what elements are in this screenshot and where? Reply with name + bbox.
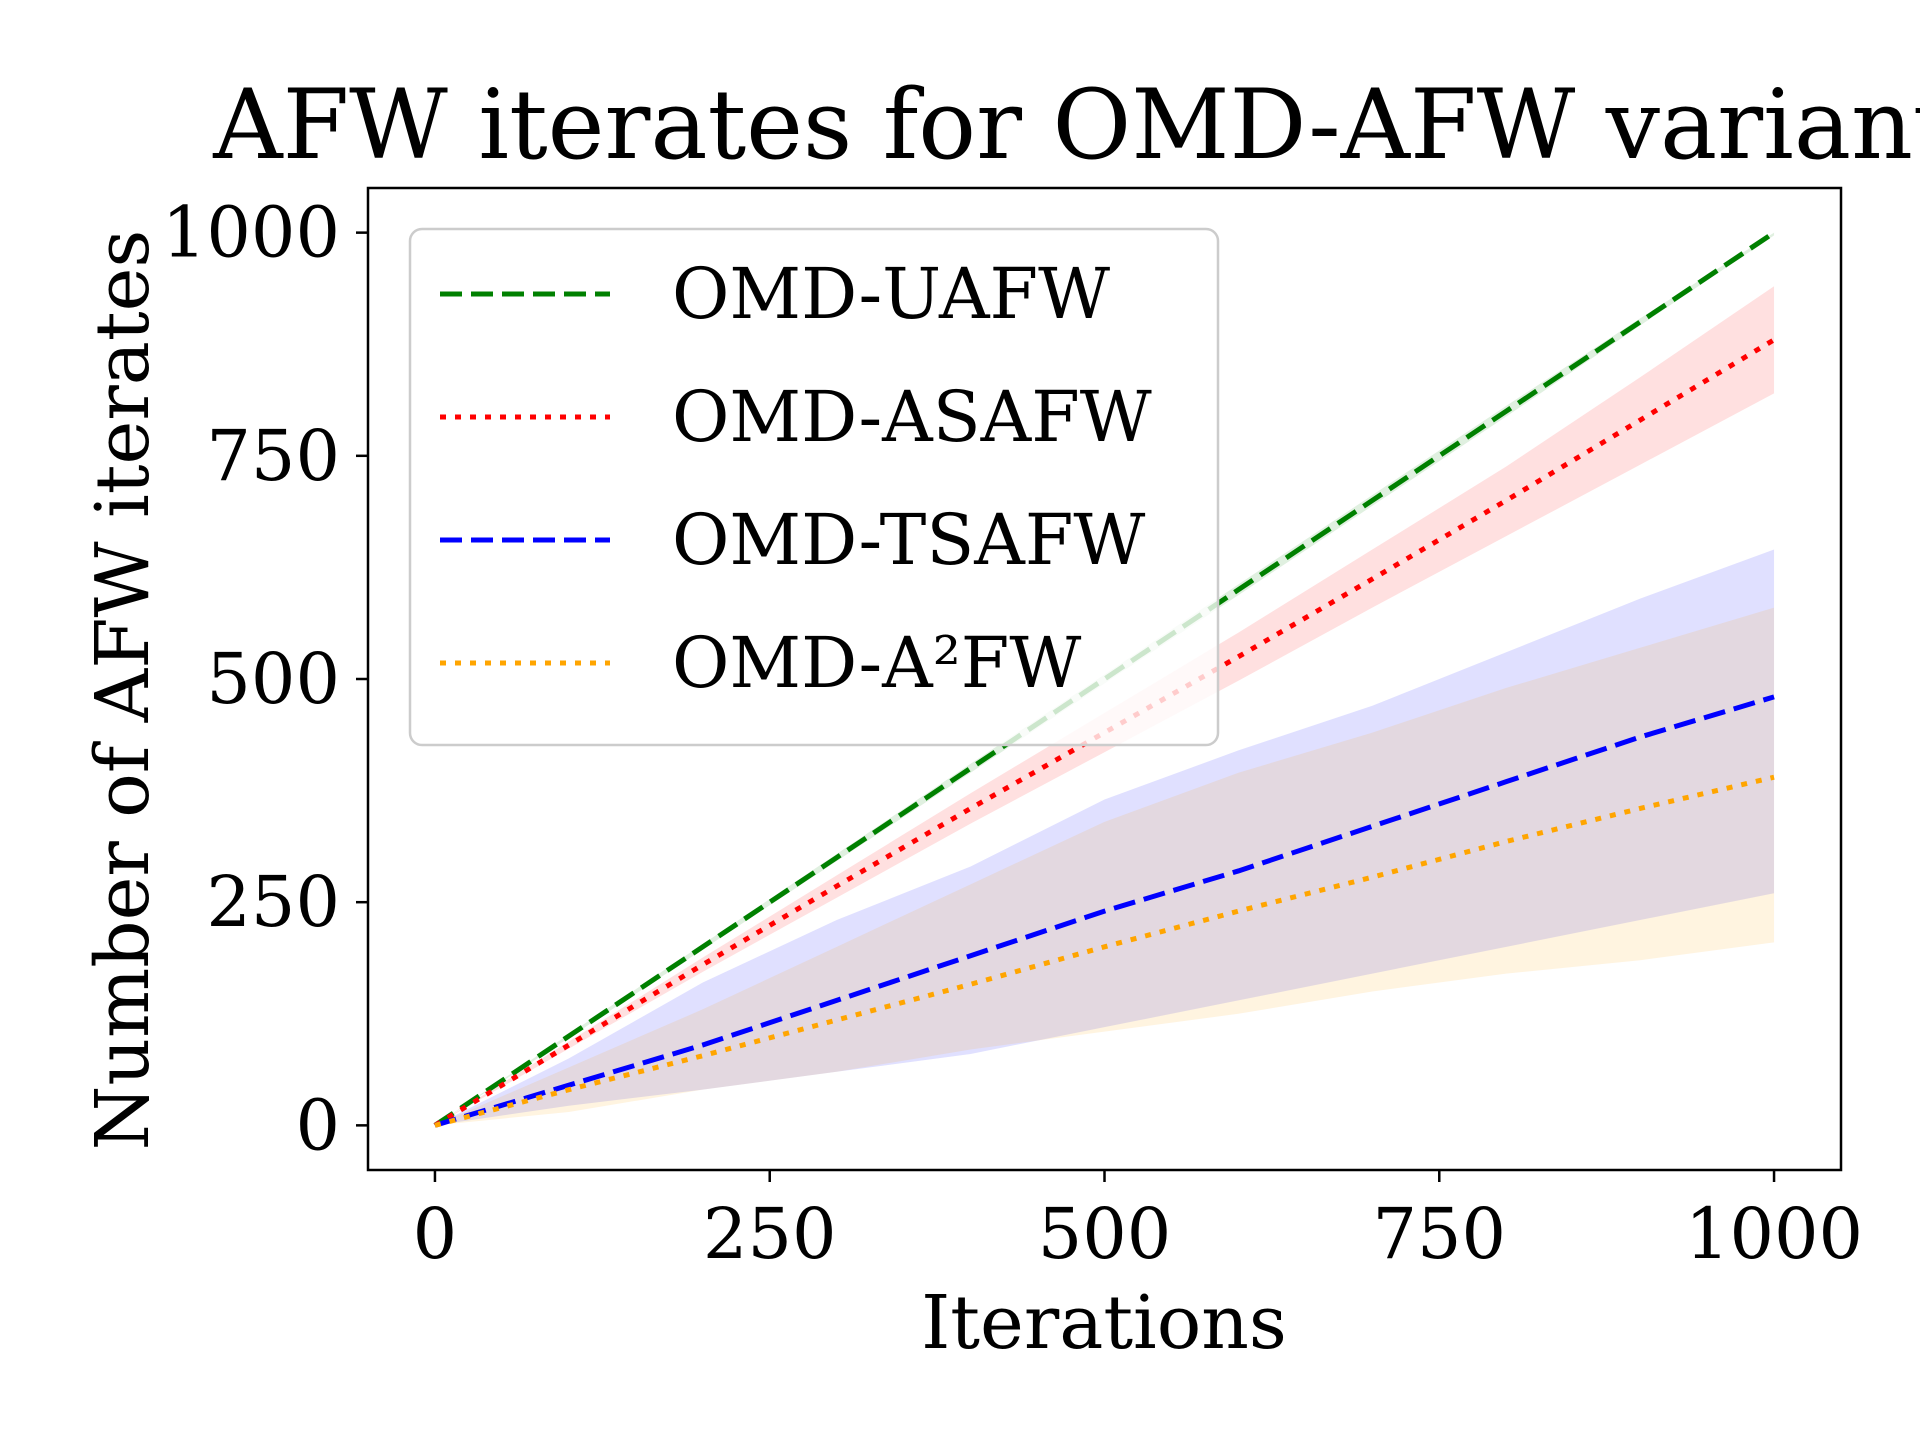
legend-box [408, 227, 1220, 747]
series-band-2 [434, 549, 1775, 1126]
series-lines [433, 230, 1776, 1128]
y-tick-label: 750 [206, 415, 340, 497]
y-axis-ticks: 0 250 500 750 1000 [162, 192, 368, 1166]
x-tick-label: 250 [703, 1193, 837, 1275]
y-axis-label: Number of AFW iterates [80, 230, 166, 1151]
series-line-0 [433, 230, 1776, 1128]
x-axis-ticks: 0 250 500 750 1000 [413, 1170, 1863, 1275]
legend-label: OMD-UAFW [672, 253, 1110, 335]
series-band-1 [434, 286, 1775, 1126]
series-line-2 [434, 694, 1775, 1128]
x-tick-label: 500 [1038, 1193, 1172, 1275]
legend-label: OMD-TSAFW [672, 499, 1145, 581]
series-line-3 [434, 774, 1775, 1128]
chart-title: AFW iterates for OMD-AFW variants [212, 69, 1920, 181]
legend-label: OMD-A²FW [672, 622, 1081, 704]
x-tick-label: 1000 [1685, 1193, 1863, 1275]
series-band-3 [434, 607, 1775, 1126]
x-tick-label: 750 [1372, 1193, 1506, 1275]
legend: OMD-UAFW OMD-ASAFW OMD-TSAFW OMD-A²FW [408, 227, 1220, 747]
y-tick-label: 250 [206, 861, 340, 943]
x-axis-label: Iterations [921, 1280, 1287, 1366]
x-tick-label: 0 [413, 1193, 458, 1275]
series-line-1 [433, 337, 1776, 1128]
legend-label: OMD-ASAFW [672, 376, 1152, 458]
y-tick-label: 1000 [162, 192, 340, 274]
y-tick-label: 500 [206, 638, 340, 720]
y-tick-label: 0 [295, 1084, 340, 1166]
